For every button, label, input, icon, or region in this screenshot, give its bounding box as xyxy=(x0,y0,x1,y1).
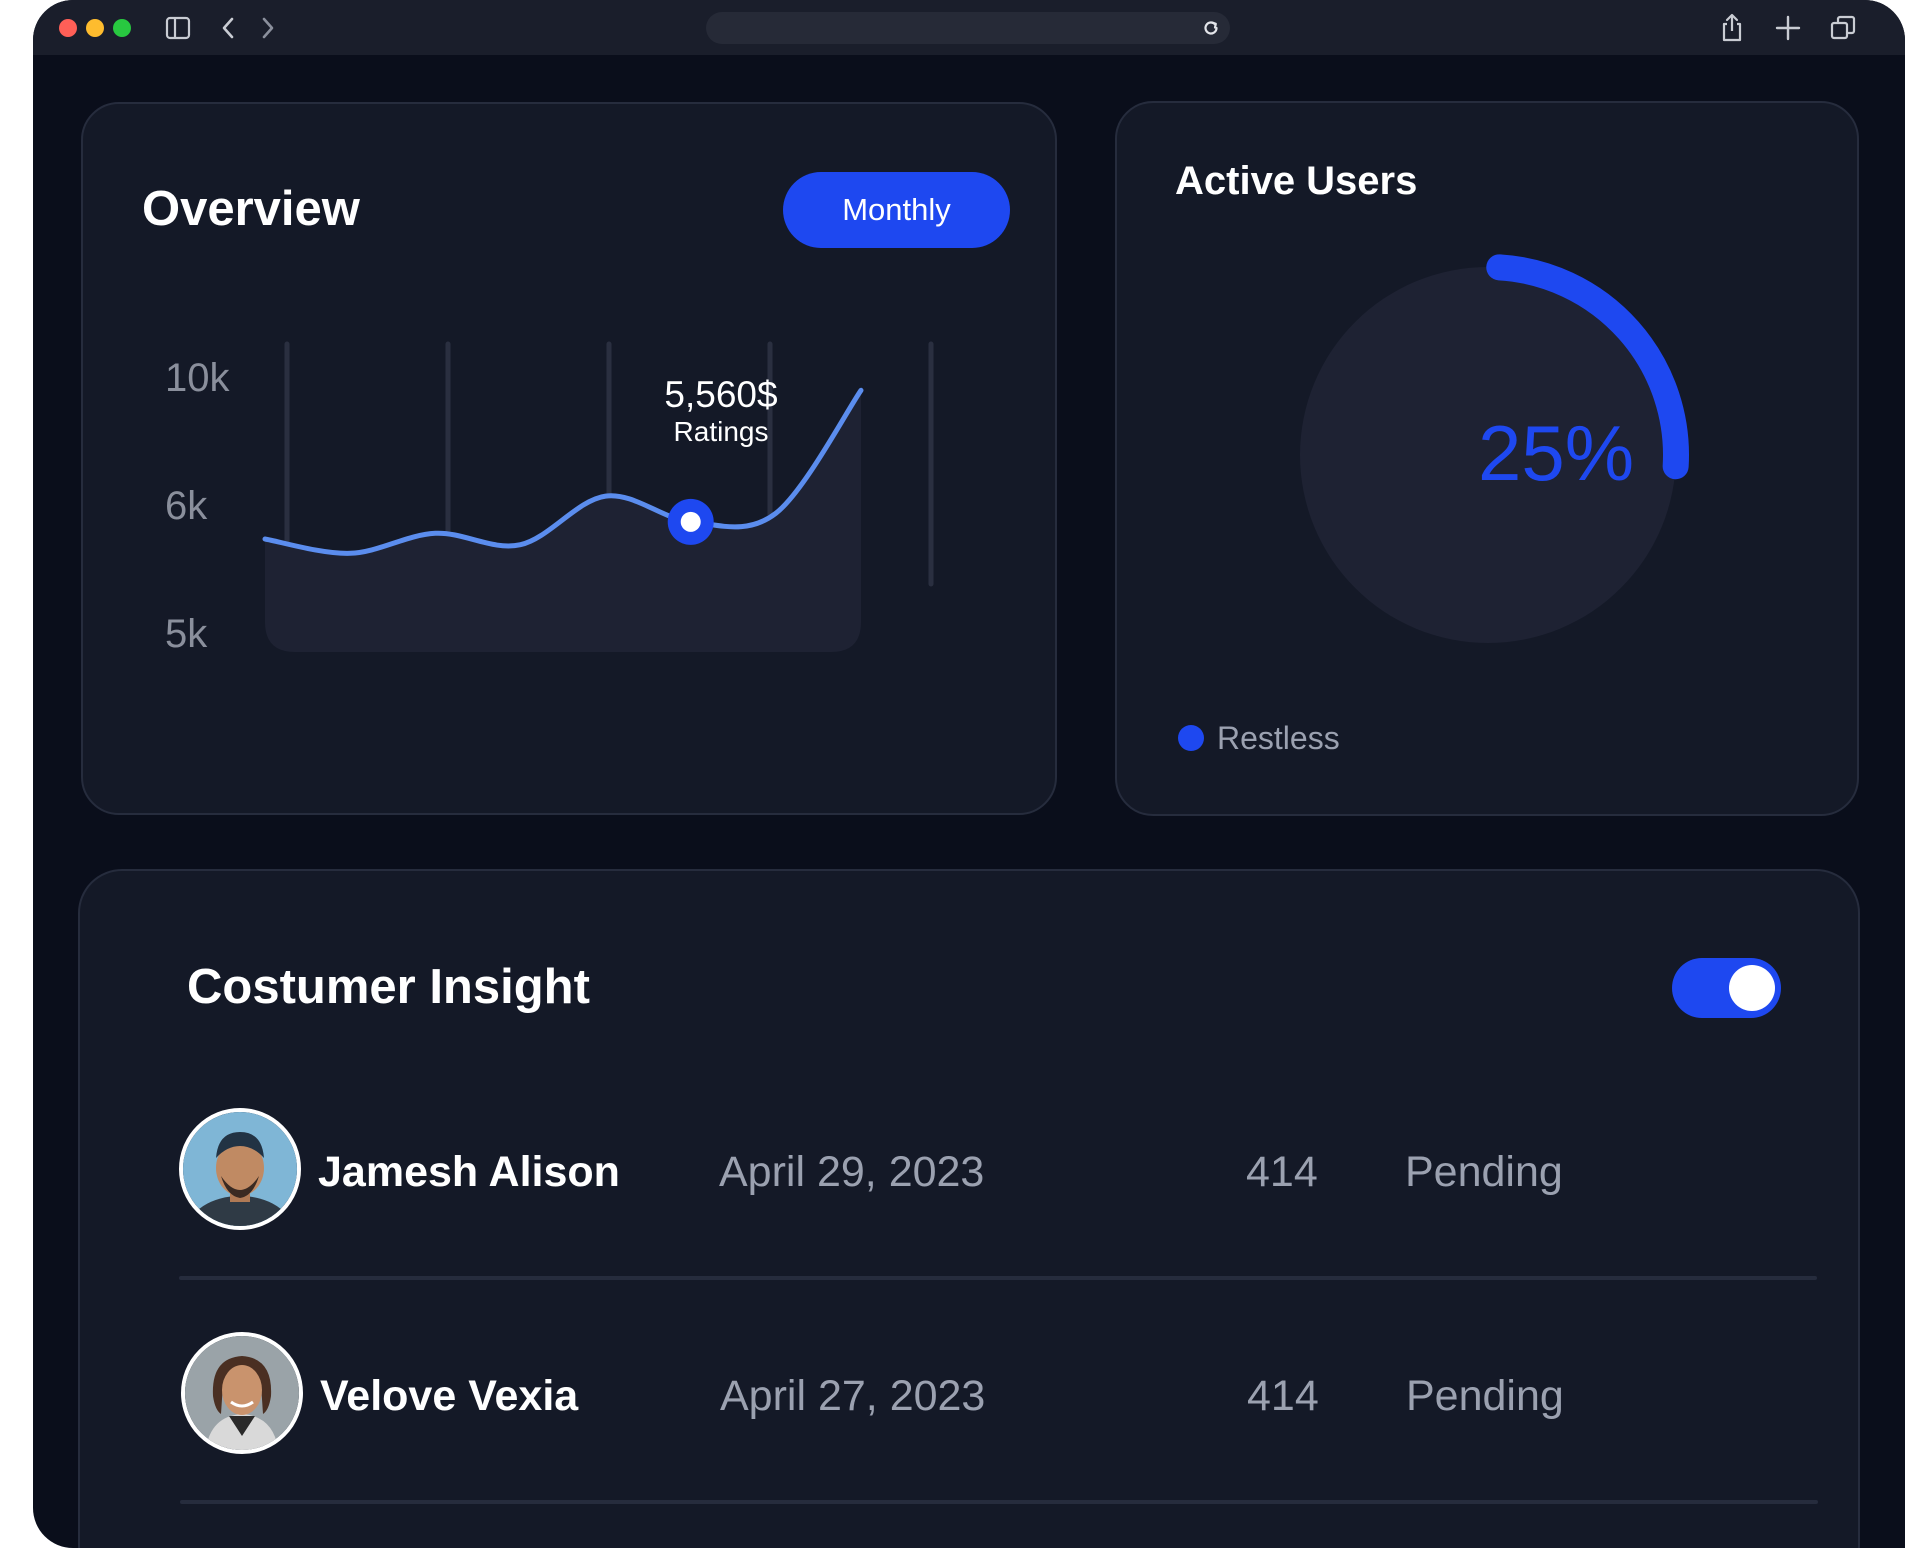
sidebar-icon[interactable] xyxy=(162,12,194,44)
customer-date: April 29, 2023 xyxy=(719,1148,985,1196)
y-tick-label: 5k xyxy=(165,612,208,656)
avatar xyxy=(179,1108,301,1230)
customer-name: Jamesh Alison xyxy=(318,1148,620,1196)
customer-insight-card: Costumer Insight Jamesh Alison April 29,… xyxy=(78,869,1860,1548)
avatar xyxy=(181,1332,303,1454)
insight-title: Costumer Insight xyxy=(187,960,590,1014)
row-divider xyxy=(180,1500,1818,1504)
table-row[interactable]: Velove Vexia April 27, 2023 414 Pending xyxy=(80,1332,1858,1462)
tooltip-value: 5,560$ xyxy=(664,374,778,415)
maximize-window-button[interactable] xyxy=(113,19,131,37)
chevron-left-icon[interactable] xyxy=(212,12,244,44)
overview-line-chart xyxy=(262,341,934,652)
customer-name: Velove Vexia xyxy=(320,1372,579,1420)
y-tick-label: 6k xyxy=(165,484,208,528)
reload-icon[interactable] xyxy=(1200,17,1222,39)
legend-dot-icon xyxy=(1178,725,1204,751)
gauge-progress-arc xyxy=(1486,254,1689,480)
tabs-icon[interactable] xyxy=(1827,12,1859,44)
customer-status: Pending xyxy=(1405,1148,1563,1196)
table-row[interactable]: Jamesh Alison April 29, 2023 414 Pending xyxy=(80,1108,1858,1238)
row-divider xyxy=(179,1276,1817,1280)
chevron-right-icon[interactable] xyxy=(252,12,284,44)
plus-icon[interactable] xyxy=(1772,12,1804,44)
customer-date: April 27, 2023 xyxy=(720,1372,986,1420)
close-window-button[interactable] xyxy=(59,19,77,37)
customer-status: Pending xyxy=(1406,1372,1564,1420)
toggle-knob xyxy=(1729,965,1775,1011)
active-users-title: Active Users xyxy=(1175,159,1418,203)
chart-series-line xyxy=(262,387,864,556)
legend-label: Restless xyxy=(1217,720,1340,756)
active-users-gauge xyxy=(1300,254,1689,643)
insight-toggle[interactable] xyxy=(1672,958,1781,1018)
chart-highlight-dot xyxy=(680,511,701,532)
gauge-percent-label: 25% xyxy=(1477,409,1635,497)
share-icon[interactable] xyxy=(1716,12,1748,44)
monthly-button[interactable]: Monthly xyxy=(783,172,1010,248)
browser-toolbar xyxy=(33,0,1905,55)
customer-count: 414 xyxy=(1246,1148,1318,1196)
tooltip-label: Ratings xyxy=(673,416,769,447)
overview-title: Overview xyxy=(142,182,360,236)
overview-card: Overview Monthly 10k 6k 5k 5,560$ Rating… xyxy=(81,102,1057,815)
y-tick-label: 10k xyxy=(165,356,230,400)
address-bar[interactable] xyxy=(706,12,1230,44)
browser-window: Overview Monthly 10k 6k 5k 5,560$ Rating… xyxy=(33,0,1905,1548)
customer-count: 414 xyxy=(1247,1372,1319,1420)
minimize-window-button[interactable] xyxy=(86,19,104,37)
active-users-card: Active Users 25% Restless xyxy=(1115,101,1859,816)
